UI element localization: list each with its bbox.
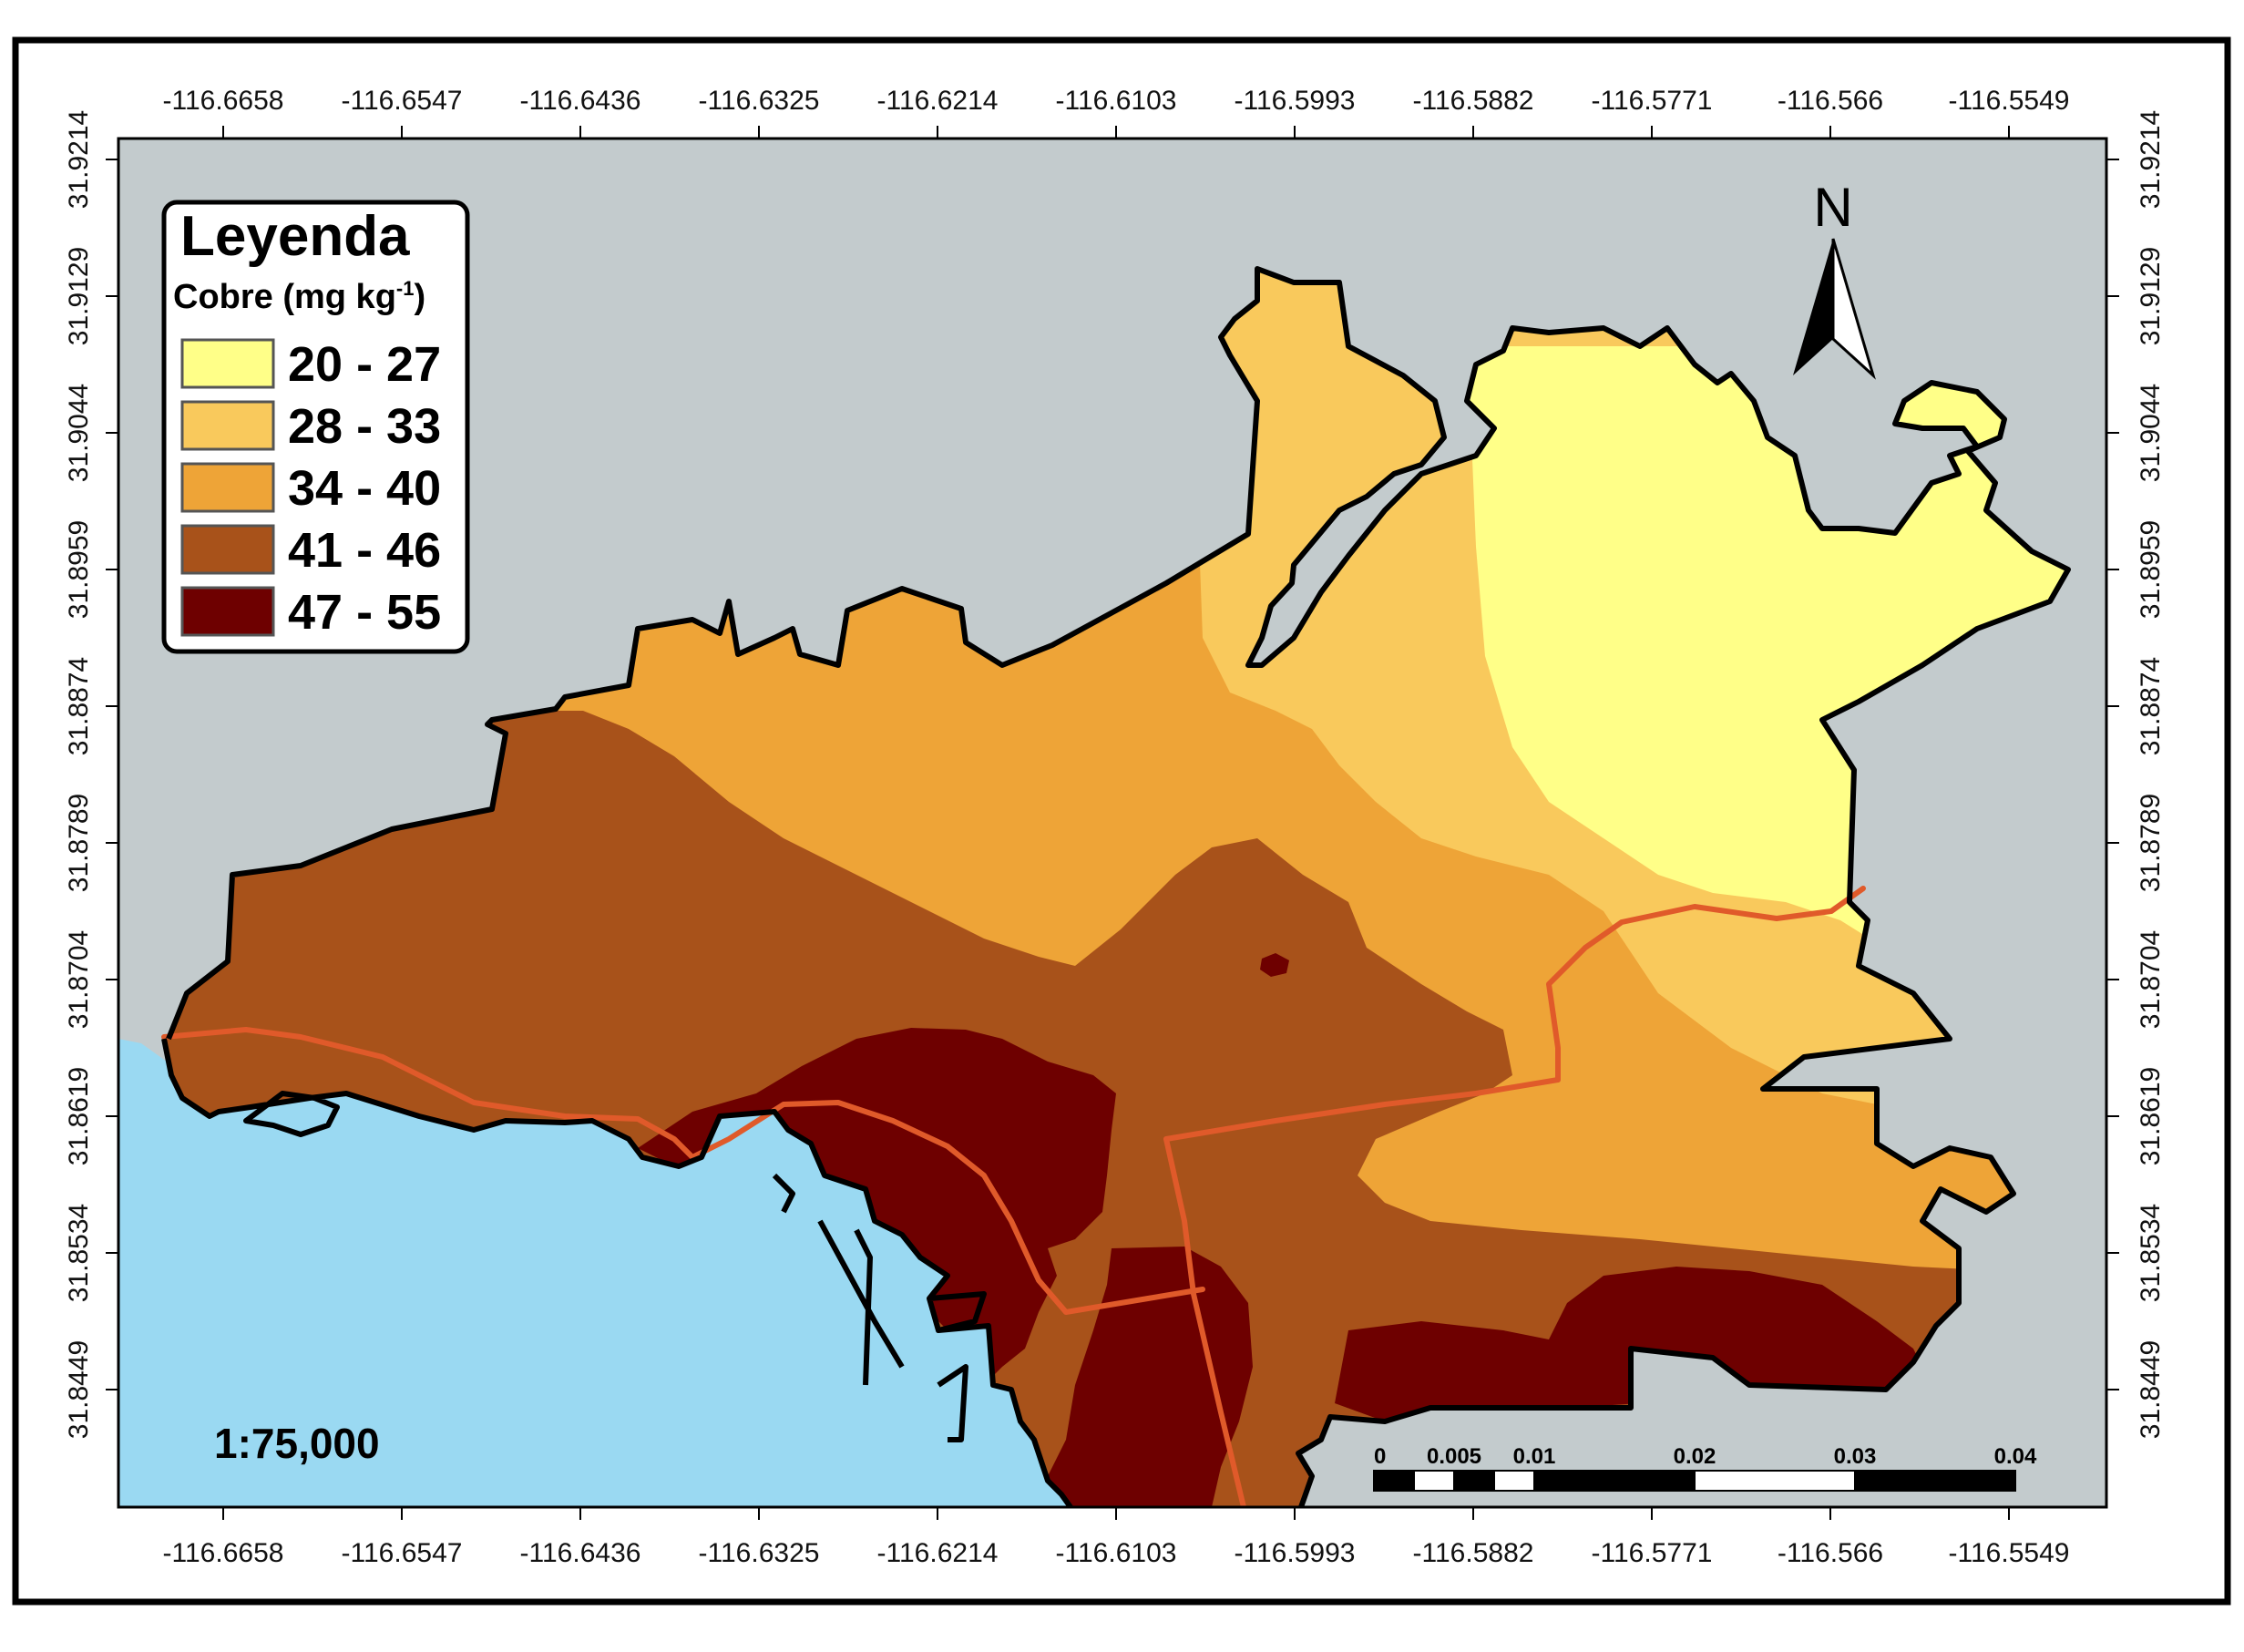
sea-area — [118, 1039, 1071, 1507]
legend-swatch — [180, 338, 275, 389]
scale-bar-label: 0.04 — [1994, 1444, 2037, 1469]
legend-subtitle-main: Cobre (mg kg — [173, 278, 396, 316]
scale-bar: 0 0.005 0.01 0.02 0.03 0.04 — [1373, 1444, 2037, 1492]
road-coastal — [161, 1027, 1205, 1315]
legend-class-label: 20 - 27 — [288, 337, 441, 392]
legend: Leyenda Cobre (mg kg-1) 20 - 27 28 - 33 34… — [161, 200, 470, 654]
legend-class-label: 28 - 33 — [288, 399, 441, 454]
lat-label-right: 31.8449 — [2136, 1340, 2166, 1439]
road-network — [161, 886, 1866, 1507]
scale-bar-segment — [1493, 1470, 1535, 1492]
lon-label-bottom: -116.5549 — [1949, 1538, 2070, 1568]
coordinate-grid-labels: -116.6658 -116.6658 -116.6547 -116.6547 -116… — [64, 86, 2166, 1568]
lat-label-left: 31.9129 — [64, 247, 94, 345]
north-letter: N — [1813, 177, 1852, 238]
map-scale-text: 1:75,000 — [214, 1420, 380, 1467]
north-arrow-icon: N — [1793, 177, 1876, 380]
lat-label-right: 31.9044 — [2136, 384, 2166, 482]
lon-label-bottom: -116.6103 — [1056, 1538, 1177, 1568]
scale-bar-segment — [1373, 1470, 1415, 1492]
scale-bar-segment — [1533, 1470, 1696, 1492]
lat-label-left: 31.8874 — [64, 657, 94, 755]
lon-label-top: -116.5549 — [1949, 86, 2070, 116]
lon-label-bottom: -116.6214 — [877, 1538, 999, 1568]
lat-label-right: 31.9129 — [2136, 247, 2166, 345]
lat-label-left: 31.9214 — [64, 110, 94, 209]
legend-class-label: 41 - 46 — [288, 523, 441, 578]
lon-label-bottom: -116.5882 — [1413, 1538, 1534, 1568]
legend-subtitle-sup: -1 — [396, 277, 415, 300]
scale-bar-segment — [1453, 1470, 1495, 1492]
lat-label-right: 31.8704 — [2136, 930, 2166, 1029]
lon-label-top: -116.6325 — [699, 86, 820, 116]
lat-label-right: 31.8959 — [2136, 520, 2166, 619]
lon-label-top: -116.5882 — [1413, 86, 1534, 116]
lon-label-top: -116.6214 — [877, 86, 999, 116]
scale-bar-label: 0.005 — [1427, 1444, 1481, 1469]
lon-label-bottom: -116.6658 — [163, 1538, 284, 1568]
lon-label-top: -116.5771 — [1592, 86, 1713, 116]
legend-title: Leyenda — [180, 205, 410, 268]
zone-47-55-spot — [1260, 953, 1289, 977]
scale-bar-segment — [1694, 1470, 1856, 1492]
legend-class-label: 47 - 55 — [288, 585, 441, 640]
road-north-south — [1163, 1136, 1246, 1507]
legend-swatch — [180, 586, 275, 637]
legend-swatch — [180, 400, 275, 451]
lat-label-left: 31.8789 — [64, 794, 94, 892]
legend-subtitle-end: ) — [414, 278, 425, 316]
legend-swatch — [180, 524, 275, 575]
zone-47-55-south — [1335, 1267, 1931, 1421]
lon-label-top: -116.566 — [1778, 86, 1883, 116]
lon-label-bottom: -116.6547 — [342, 1538, 463, 1568]
scale-bar-label: 0 — [1374, 1444, 1386, 1469]
lon-label-top: -116.6436 — [520, 86, 641, 116]
lon-label-bottom: -116.5993 — [1235, 1538, 1356, 1568]
lon-label-bottom: -116.6325 — [699, 1538, 820, 1568]
lat-label-left: 31.8704 — [64, 930, 94, 1029]
lat-label-right: 31.8619 — [2136, 1067, 2166, 1165]
municipal-boundary — [161, 266, 2071, 1507]
scale-bar-label: 0.02 — [1674, 1444, 1716, 1469]
lat-label-right: 31.8534 — [2136, 1204, 2166, 1302]
legend-classes: 20 - 27 28 - 33 34 - 40 41 - 46 47 - 55 — [180, 337, 441, 640]
zone-47-55-central — [1048, 1247, 1253, 1507]
lat-label-left: 31.8619 — [64, 1067, 94, 1165]
scale-bar-segment — [1854, 1470, 2016, 1492]
lat-label-right: 31.8789 — [2136, 794, 2166, 892]
lat-label-right: 31.8874 — [2136, 657, 2166, 755]
lat-label-right: 31.9214 — [2136, 110, 2166, 209]
lon-label-bottom: -116.6436 — [520, 1538, 641, 1568]
lon-label-bottom: -116.5771 — [1592, 1538, 1713, 1568]
map-border — [117, 137, 2108, 1509]
lat-label-left: 31.9044 — [64, 384, 94, 482]
road-east-west — [1163, 886, 1866, 1142]
legend-subtitle: Cobre (mg kg-1) — [173, 277, 425, 316]
lon-label-top: -116.6658 — [163, 86, 284, 116]
lat-label-left: 31.8449 — [64, 1340, 94, 1439]
scale-bar-segment — [1413, 1470, 1455, 1492]
scale-bar-label: 0.01 — [1513, 1444, 1556, 1469]
legend-class-label: 34 - 40 — [288, 461, 441, 516]
lat-label-left: 31.8959 — [64, 520, 94, 619]
lat-label-left: 31.8534 — [64, 1204, 94, 1302]
lon-label-top: -116.6547 — [342, 86, 463, 116]
lon-label-top: -116.5993 — [1235, 86, 1356, 116]
scale-bar-label: 0.03 — [1834, 1444, 1877, 1469]
legend-swatch — [180, 462, 275, 513]
lon-label-top: -116.6103 — [1056, 86, 1177, 116]
lon-label-bottom: -116.566 — [1778, 1538, 1883, 1568]
